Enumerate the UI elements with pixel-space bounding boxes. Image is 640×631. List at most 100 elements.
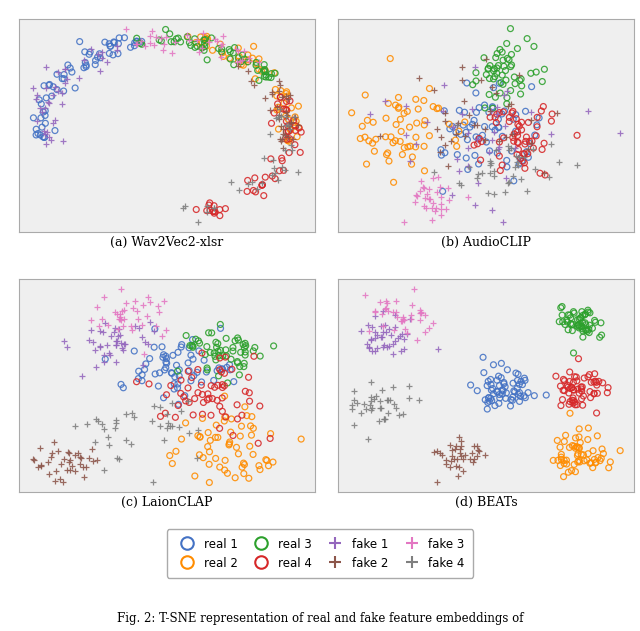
Point [538, 102, 548, 112]
Point [382, 298, 392, 309]
Point [603, 382, 613, 392]
Point [570, 400, 580, 410]
Point [506, 62, 516, 72]
Point [499, 106, 509, 116]
Point [99, 423, 109, 433]
Point [103, 320, 113, 330]
Point [236, 59, 246, 69]
Point [129, 411, 140, 422]
Point [50, 115, 60, 125]
Point [289, 115, 299, 126]
Point [119, 305, 129, 316]
Point [35, 130, 45, 140]
Point [161, 351, 171, 361]
Point [525, 107, 536, 117]
Point [193, 430, 203, 440]
Point [484, 90, 494, 100]
Point [57, 88, 67, 98]
Point [564, 367, 575, 377]
Point [396, 126, 406, 136]
Point [491, 52, 501, 62]
Point [525, 68, 536, 78]
Point [134, 322, 145, 333]
Point [65, 465, 75, 475]
Point [483, 376, 493, 386]
Point [484, 73, 495, 83]
Point [283, 121, 293, 131]
Point [488, 384, 498, 394]
Point [572, 315, 582, 325]
Point [497, 47, 508, 57]
Point [506, 60, 516, 70]
X-axis label: (b) AudioCLIP: (b) AudioCLIP [441, 236, 531, 249]
Point [519, 149, 529, 159]
Point [232, 399, 242, 410]
Point [510, 79, 520, 89]
Point [369, 307, 380, 317]
Point [575, 313, 586, 323]
Point [218, 32, 228, 42]
Point [86, 325, 96, 335]
Point [217, 380, 227, 390]
Point [97, 47, 107, 57]
Point [237, 462, 247, 472]
Point [188, 341, 198, 351]
Point [67, 461, 77, 471]
Point [412, 118, 422, 128]
Point [424, 83, 435, 93]
Point [156, 32, 166, 42]
Point [579, 450, 589, 460]
Point [499, 379, 509, 389]
Point [39, 133, 49, 143]
Point [252, 184, 262, 194]
Point [266, 69, 276, 79]
Point [370, 346, 380, 356]
Point [370, 306, 380, 316]
Legend: real 1, real 2, real 3, real 4, fake 1, fake 2, fake 3, fake 4: real 1, real 2, real 3, real 4, fake 1, … [167, 529, 473, 578]
Point [493, 114, 504, 124]
Point [184, 343, 194, 353]
Point [364, 326, 374, 336]
Point [113, 331, 123, 341]
Point [154, 307, 164, 317]
Point [526, 115, 536, 125]
Point [568, 393, 578, 403]
Point [228, 377, 239, 387]
Point [479, 100, 490, 110]
Point [553, 456, 563, 466]
Point [412, 334, 422, 345]
Point [535, 168, 545, 179]
Point [501, 173, 511, 183]
Point [197, 389, 207, 399]
Point [202, 34, 212, 44]
Point [234, 184, 244, 194]
Point [217, 406, 227, 416]
Point [201, 41, 211, 51]
Point [158, 45, 168, 55]
Point [278, 129, 288, 139]
Point [499, 90, 509, 100]
Point [386, 330, 396, 340]
Point [120, 298, 131, 309]
Point [281, 107, 291, 117]
Point [520, 106, 531, 116]
Point [214, 350, 224, 360]
Point [214, 401, 225, 411]
Point [388, 177, 399, 187]
Point [40, 110, 50, 121]
Point [380, 304, 390, 314]
Point [102, 340, 112, 350]
Point [449, 444, 460, 454]
Point [86, 444, 97, 454]
Point [515, 391, 525, 401]
Point [485, 156, 495, 167]
Point [551, 371, 561, 381]
Point [278, 124, 289, 134]
Point [210, 351, 220, 362]
Point [515, 76, 525, 86]
Point [237, 50, 248, 60]
Point [525, 138, 535, 148]
Point [554, 317, 564, 327]
Point [574, 444, 584, 454]
Point [113, 38, 124, 49]
